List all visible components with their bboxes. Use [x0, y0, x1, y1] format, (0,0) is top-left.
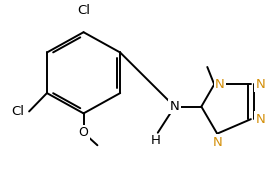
Text: H: H: [151, 134, 161, 147]
Text: N: N: [215, 78, 225, 91]
Text: N: N: [170, 100, 179, 113]
Text: N: N: [212, 136, 222, 149]
Text: Cl: Cl: [11, 105, 24, 118]
Text: Cl: Cl: [77, 4, 90, 17]
Text: N: N: [256, 78, 266, 91]
Text: O: O: [79, 126, 89, 139]
Text: N: N: [256, 113, 266, 126]
